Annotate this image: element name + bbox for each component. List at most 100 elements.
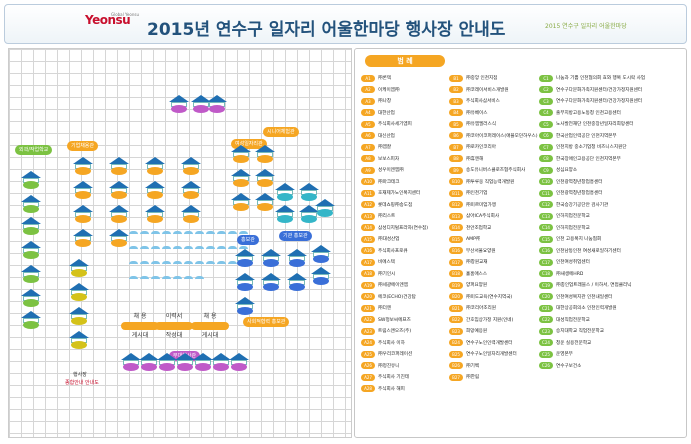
legend-item: A11 호재제가노인복지센터 bbox=[361, 188, 467, 199]
booth-tent-icon bbox=[121, 353, 141, 371]
booth-name: 주식회사 기진테 bbox=[378, 375, 410, 381]
booth-code-badge: C20 bbox=[539, 293, 553, 301]
booth-tent-icon bbox=[21, 289, 41, 307]
booth-code-badge: A22 bbox=[361, 316, 375, 324]
booth-code-badge: A27 bbox=[361, 373, 375, 381]
booth-name: 인천여성취업센터 bbox=[556, 260, 590, 266]
zone-tag-company: 기업채용관 bbox=[67, 141, 99, 151]
booth-tent-icon bbox=[275, 183, 295, 201]
booth-tent-icon bbox=[181, 157, 201, 175]
booth-tent-icon bbox=[73, 157, 93, 175]
zone-tag-promo: 홍보관 bbox=[237, 235, 259, 245]
floor-map: 외곽/작업학교 기업채용관 여성일자리관 시니어체험관 홍보관 기관 홍보관 사… bbox=[8, 48, 352, 438]
legend-item: B18 홀홈애스스 bbox=[449, 269, 555, 280]
booth-name: 성우이엔엠㈜ bbox=[378, 168, 404, 174]
booth-tent-icon bbox=[109, 205, 129, 223]
booth-code-badge: C11 bbox=[539, 189, 553, 197]
booth-name: 보보스피자 bbox=[378, 156, 400, 162]
booth-name: ㈜정진유니 bbox=[378, 363, 400, 369]
legend-item: C8 한국장애인고용공단 인천지역본부 bbox=[539, 154, 645, 165]
booth-name: 인천광역청년창업흥센터 bbox=[556, 191, 603, 197]
booth-name: ㈜코리아조리원 bbox=[466, 306, 496, 312]
booth-name: 주식회사 해피 bbox=[378, 386, 405, 392]
booth-name: ㈜기벡 bbox=[466, 363, 480, 369]
legend-item: A18 ㈜기인시 bbox=[361, 269, 467, 280]
booth-name: 삼성디지털프라자(연수점) bbox=[378, 225, 429, 231]
chair-icon bbox=[206, 261, 215, 269]
legend-item: C16 인천남동인천 여성새로일하기센터 bbox=[539, 246, 645, 257]
chair-icon bbox=[195, 261, 204, 269]
booth-code-badge: B11 bbox=[449, 189, 463, 197]
booth-code-badge: B7 bbox=[449, 143, 463, 151]
booth-name: 간호임상가정 지원(인네) bbox=[466, 317, 514, 323]
booth-tent-icon bbox=[73, 229, 93, 247]
chair-icon bbox=[206, 231, 215, 239]
legend-item: A17 비에스텍 bbox=[361, 257, 467, 268]
booth-name: 부산서울요양원 bbox=[466, 248, 496, 254]
booth-code-badge: A28 bbox=[361, 385, 375, 393]
legend-item: A7 ㈜엠잘 bbox=[361, 142, 467, 153]
legend-item: B6 ㈜코아이코퍼레이스(애플모던하우스) bbox=[449, 131, 555, 142]
booth-name: SW정보씨에프즈 bbox=[378, 317, 411, 323]
booth-name: 인천지방 중소기업청 비즈니스지원단 bbox=[556, 145, 627, 151]
booth-tent-icon bbox=[109, 229, 129, 247]
booth-code-badge: B10 bbox=[449, 178, 463, 186]
chair-icon bbox=[195, 231, 204, 239]
booth-code-badge: B19 bbox=[449, 281, 463, 289]
booth-code-badge: A6 bbox=[361, 132, 375, 140]
logo-text: Yeonsu bbox=[85, 13, 131, 27]
legend-item: C23 승지대학교 직업전문학교 bbox=[539, 326, 645, 337]
booth-code-badge: B13 bbox=[449, 212, 463, 220]
chair-icon bbox=[173, 231, 182, 239]
zone-tag-social: 사회적협력 홍보관 bbox=[243, 317, 290, 327]
booth-code-badge: B26 bbox=[449, 362, 463, 370]
booth-name: 양퍼요양원 bbox=[466, 283, 488, 289]
booth-tent-icon bbox=[181, 181, 201, 199]
booth-name: ㈜마크테크 bbox=[378, 179, 400, 185]
chair-icon bbox=[151, 276, 160, 284]
zone-tag-women: 여성일자리관 bbox=[231, 139, 267, 149]
booth-code-badge: C5 bbox=[539, 120, 553, 128]
legend-item: B26 ㈜기벡 bbox=[449, 361, 555, 372]
booth-name: ㈜휴엔해 bbox=[466, 156, 484, 162]
desk-label: 작성대 bbox=[165, 332, 183, 339]
booth-code-badge: C15 bbox=[539, 235, 553, 243]
legend-item: C21 대한상공회의소 인천인력개발원 bbox=[539, 303, 645, 314]
booth-code-badge: A24 bbox=[361, 339, 375, 347]
booth-code-badge: A1 bbox=[361, 74, 375, 82]
booth-code-badge: A17 bbox=[361, 258, 375, 266]
booth-name: 삼아ICA주식회사 bbox=[466, 214, 500, 220]
booth-code-badge: A2 bbox=[361, 86, 375, 94]
chair-icon bbox=[140, 276, 149, 284]
booth-code-badge: A13 bbox=[361, 212, 375, 220]
booth-code-badge: B20 bbox=[449, 293, 463, 301]
booth-code-badge: A4 bbox=[361, 109, 375, 117]
legend-item: A19 ㈜세광에이엔엠 bbox=[361, 280, 467, 291]
chair-icon bbox=[217, 261, 226, 269]
legend-item: A10 ㈜마크테크 bbox=[361, 177, 467, 188]
chair-icon bbox=[151, 231, 160, 239]
legend-item: C10 인천광역청년창업흥센터 bbox=[539, 177, 645, 188]
booth-name: 운영본부 bbox=[556, 352, 573, 358]
booth-code-badge: C12 bbox=[539, 201, 553, 209]
booth-code-badge: A21 bbox=[361, 304, 375, 312]
chair-icon bbox=[228, 246, 237, 254]
booth-tent-icon bbox=[261, 273, 281, 291]
booth-code-badge: C26 bbox=[539, 362, 553, 370]
legend-title: 범 례 bbox=[365, 55, 445, 67]
booth-code-badge: C1 bbox=[539, 74, 553, 82]
booth-code-badge: B4 bbox=[449, 109, 463, 117]
booth-tent-icon bbox=[21, 265, 41, 283]
legend-item: A16 주식회사프로큐 bbox=[361, 246, 467, 257]
legend-item: C19 ㈜충인업트래블스 / 이하서, 면접클리닉 bbox=[539, 280, 645, 291]
chair-icon bbox=[162, 276, 171, 284]
booth-code-badge: C3 bbox=[539, 97, 553, 105]
booth-name: ㈜론텍 bbox=[378, 76, 392, 82]
legend-item: C11 인천광역청년창업흥센터 bbox=[539, 188, 645, 199]
legend-item: C7 인천지방 중소기업청 비즈니스지원단 bbox=[539, 142, 645, 153]
booth-name: 천안조업학교 bbox=[466, 225, 492, 231]
booth-tent-icon bbox=[231, 169, 251, 187]
booth-code-badge: C9 bbox=[539, 166, 553, 174]
chair-icon bbox=[184, 276, 193, 284]
legend-item: B20 ㈜미도교육(연수지역국) bbox=[449, 292, 555, 303]
